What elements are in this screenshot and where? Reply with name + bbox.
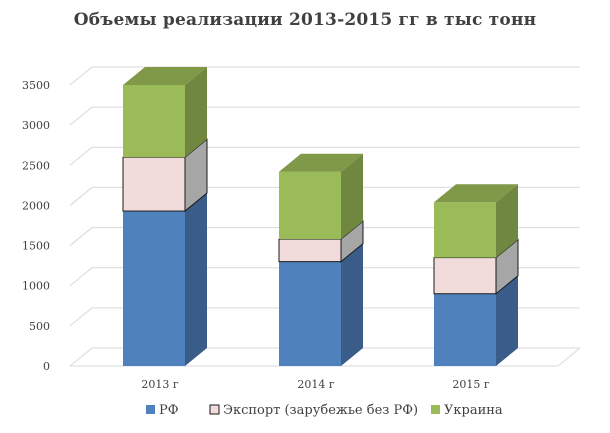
bar-segment bbox=[434, 202, 496, 258]
bar-segment-top bbox=[434, 184, 518, 203]
bar-segment bbox=[279, 171, 341, 240]
bar-segment-side bbox=[341, 153, 363, 240]
x-tick-label: 2013 г bbox=[141, 378, 178, 391]
legend-label: Экспорт (зарубежье без РФ) bbox=[223, 403, 418, 418]
legend-label: РФ bbox=[159, 403, 179, 418]
y-tick-label: 3500 bbox=[22, 79, 50, 92]
bar-segment-side bbox=[185, 193, 207, 366]
bar-segment bbox=[122, 156, 186, 212]
y-tick-label: 1000 bbox=[22, 280, 50, 293]
x-tick-label: 2015 г bbox=[452, 378, 489, 391]
gridline-side bbox=[69, 106, 93, 126]
gridline-side bbox=[69, 187, 93, 206]
y-tick-label: 2500 bbox=[22, 159, 50, 172]
bar-segment-top bbox=[279, 153, 363, 172]
bar-segment bbox=[433, 257, 497, 295]
bar-segment-side bbox=[184, 138, 208, 213]
bar-segment-side bbox=[496, 184, 518, 258]
floor-edge-side bbox=[557, 347, 581, 367]
y-tick-label: 2000 bbox=[22, 199, 50, 212]
legend-swatch bbox=[146, 405, 155, 414]
y-tick-label: 3000 bbox=[22, 119, 50, 132]
gridline-side bbox=[69, 227, 93, 246]
legend-swatch bbox=[209, 404, 220, 415]
bar-segment bbox=[123, 211, 185, 366]
gridline-side bbox=[69, 146, 93, 166]
bar-segment bbox=[279, 261, 341, 366]
bar-segment bbox=[278, 238, 342, 263]
y-tick-label: 500 bbox=[29, 320, 50, 333]
bar-segment-side bbox=[185, 67, 207, 158]
gridline-side bbox=[69, 307, 93, 327]
bar-segment-top bbox=[123, 67, 207, 85]
bar-segment bbox=[434, 293, 496, 366]
gridline-side bbox=[69, 267, 93, 287]
chart-title: Объемы реализации 2013-2015 гг в тыс тон… bbox=[73, 10, 537, 30]
bar-segment-side bbox=[341, 243, 363, 366]
y-tick-label: 1500 bbox=[22, 240, 50, 253]
bar-segment-side bbox=[496, 275, 518, 366]
gridline-side bbox=[69, 66, 93, 86]
x-tick-label: 2014 г bbox=[297, 378, 334, 391]
bar-segment bbox=[123, 85, 185, 158]
legend-swatch bbox=[431, 405, 440, 414]
gridline-side bbox=[69, 347, 93, 367]
y-tick-label: 0 bbox=[43, 360, 50, 373]
legend-label: Украина bbox=[444, 403, 503, 418]
